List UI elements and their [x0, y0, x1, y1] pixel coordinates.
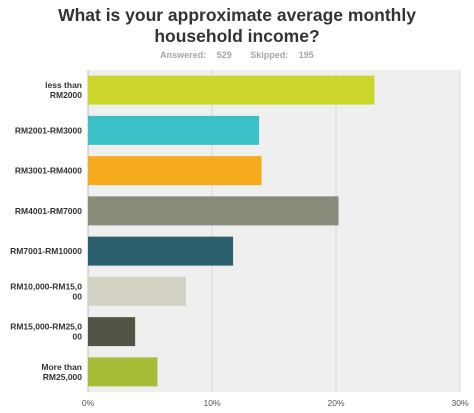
- category-label: RM7001-RM10000: [10, 246, 82, 256]
- chart-title: What is your approximate average monthly…: [58, 5, 416, 46]
- answered-value: 529: [216, 50, 232, 60]
- bar: [88, 357, 158, 387]
- x-tick-label: 30%: [451, 398, 468, 408]
- category-labels: less than RM2000 RM2001-RM3000 RM3001-RM400…: [10, 80, 82, 382]
- x-tick-label: 10%: [203, 398, 220, 408]
- bar: [88, 196, 339, 226]
- answered-stat: Answered: 529: [156, 50, 236, 60]
- bars: [88, 75, 375, 387]
- category-label: RM3001-RM4000: [15, 166, 82, 176]
- bar: [88, 236, 234, 266]
- x-axis-ticks: 0% 10% 20% 30%: [82, 398, 469, 408]
- x-tick-label: 0%: [82, 398, 95, 408]
- skipped-stat: Skipped: 195: [246, 50, 318, 60]
- category-label: RM15,000-RM25,0 00: [10, 322, 82, 342]
- answered-label: Answered:: [160, 50, 207, 60]
- category-label: RM4001-RM7000: [15, 206, 82, 216]
- skipped-value: 195: [298, 50, 314, 60]
- response-stats: Answered: 529 Skipped: 195: [0, 50, 474, 60]
- bar: [88, 317, 136, 347]
- category-label: less than RM2000: [45, 80, 82, 100]
- category-label: More than RM25,000: [41, 362, 82, 382]
- skipped-label: Skipped:: [250, 50, 289, 60]
- bar: [88, 115, 260, 145]
- chart-title-block: What is your approximate average monthly…: [0, 5, 474, 47]
- category-label: RM10,000-RM15,0 00: [10, 281, 82, 301]
- category-label: RM2001-RM3000: [15, 125, 82, 135]
- x-tick-label: 20%: [327, 398, 344, 408]
- bar: [88, 276, 186, 306]
- bar: [88, 156, 262, 186]
- bar: [88, 75, 375, 105]
